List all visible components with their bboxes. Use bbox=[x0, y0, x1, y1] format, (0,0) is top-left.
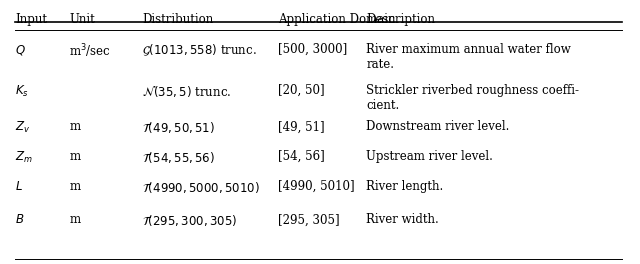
Text: [20, 50]: [20, 50] bbox=[278, 84, 324, 97]
Text: $Q$: $Q$ bbox=[15, 43, 26, 57]
Text: m: m bbox=[69, 213, 80, 227]
Text: $Z_m$: $Z_m$ bbox=[15, 150, 33, 165]
Text: [49, 51]: [49, 51] bbox=[278, 120, 324, 133]
Text: m: m bbox=[69, 150, 80, 163]
Text: m: m bbox=[69, 180, 80, 193]
Text: Application Domain: Application Domain bbox=[278, 13, 396, 26]
Text: $\mathcal{T}(54, 55, 56)$: $\mathcal{T}(54, 55, 56)$ bbox=[142, 150, 215, 165]
Text: [4990, 5010]: [4990, 5010] bbox=[278, 180, 355, 193]
Text: Description: Description bbox=[366, 13, 435, 26]
Text: Strickler riverbed roughness coeffi-
cient.: Strickler riverbed roughness coeffi- cie… bbox=[366, 84, 579, 112]
Text: Upstream river level.: Upstream river level. bbox=[366, 150, 493, 163]
Text: [500, 3000]: [500, 3000] bbox=[278, 43, 347, 56]
Text: $\mathcal{G}(1013, 558)$ trunc.: $\mathcal{G}(1013, 558)$ trunc. bbox=[142, 43, 257, 58]
Text: $B$: $B$ bbox=[15, 213, 25, 227]
Text: m$^3$/sec: m$^3$/sec bbox=[69, 43, 111, 60]
Text: m: m bbox=[69, 120, 80, 133]
Text: [54, 56]: [54, 56] bbox=[278, 150, 324, 163]
Text: River length.: River length. bbox=[366, 180, 444, 193]
Text: Unit: Unit bbox=[69, 13, 95, 26]
Text: River width.: River width. bbox=[366, 213, 439, 227]
Text: $\mathcal{T}(4990, 5000, 5010)$: $\mathcal{T}(4990, 5000, 5010)$ bbox=[142, 180, 260, 195]
Text: $\mathcal{T}(295, 300, 305)$: $\mathcal{T}(295, 300, 305)$ bbox=[142, 213, 237, 228]
Text: Downstream river level.: Downstream river level. bbox=[366, 120, 509, 133]
Text: Input: Input bbox=[15, 13, 47, 26]
Text: $\mathcal{N}(35, 5)$ trunc.: $\mathcal{N}(35, 5)$ trunc. bbox=[142, 84, 231, 99]
Text: Distribution: Distribution bbox=[142, 13, 213, 26]
Text: [295, 305]: [295, 305] bbox=[278, 213, 339, 227]
Text: $L$: $L$ bbox=[15, 180, 23, 193]
Text: River maximum annual water flow
rate.: River maximum annual water flow rate. bbox=[366, 43, 571, 71]
Text: $\mathcal{T}(49, 50, 51)$: $\mathcal{T}(49, 50, 51)$ bbox=[142, 120, 215, 135]
Text: $Z_v$: $Z_v$ bbox=[15, 120, 31, 135]
Text: $K_s$: $K_s$ bbox=[15, 84, 29, 99]
